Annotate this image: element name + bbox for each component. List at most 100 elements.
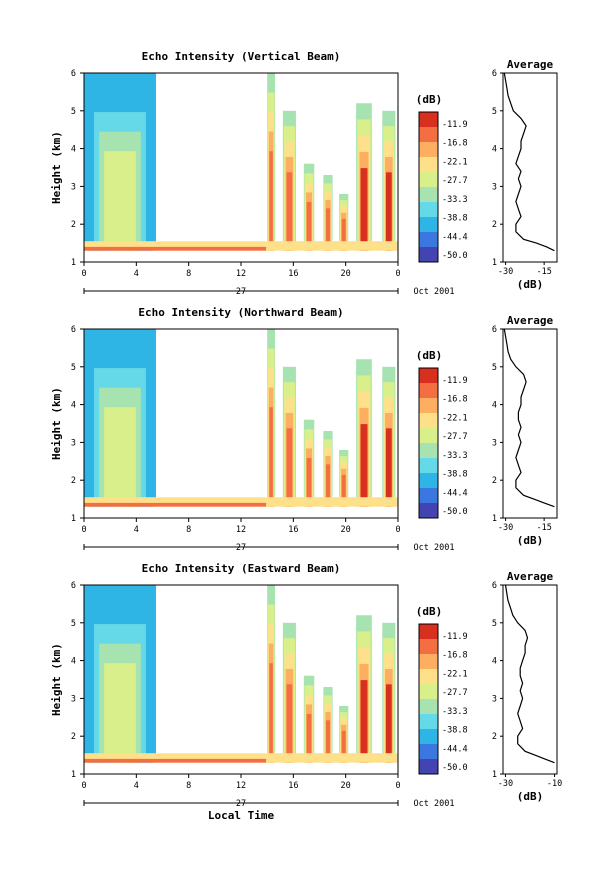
echo-cell (360, 424, 368, 507)
x-tick-label: 8 (186, 525, 191, 535)
echo-cell (286, 428, 293, 507)
average-profile-line (504, 584, 555, 764)
echo-cell (341, 218, 346, 251)
panel-3: Echo Intensity (Eastward Beam)0 4 8 12 16 20 0… (50, 562, 562, 822)
echo-cell (104, 407, 136, 507)
colorbar-swatch (419, 684, 438, 700)
x-axis-label: Local Time (208, 809, 275, 822)
echo-cell (385, 172, 392, 251)
x-tick-label: 0 (395, 269, 400, 279)
y-tick-label: 6 (71, 69, 76, 79)
echo-cell (104, 663, 136, 763)
average-y-tick-label: 6 (492, 325, 497, 335)
echo-cell (84, 497, 398, 507)
average-y-tick-label: 5 (492, 363, 497, 373)
average-frame (502, 72, 558, 263)
colorbar-swatch (419, 473, 438, 489)
echo-cell (306, 201, 312, 251)
colorbar-swatch (419, 232, 438, 248)
y-tick-label: 5 (71, 107, 76, 117)
colorbar-level-label: -33.3 (442, 195, 468, 205)
colorbar-swatch (419, 443, 438, 459)
echo-cell (360, 680, 368, 763)
colorbar-swatch (419, 759, 438, 775)
average-x-tick-label: -30 (498, 523, 513, 533)
echo-field (84, 585, 398, 763)
colorbar-level-label: -50.0 (442, 763, 468, 773)
average-x-tick-label: -30 (498, 267, 513, 277)
x-tick-label: 12 (236, 781, 246, 791)
colorbar-level-label: -22.1 (442, 413, 468, 423)
colorbar-level-label: -11.9 (442, 376, 468, 386)
colorbar-swatch (419, 714, 438, 730)
date-month-label: Oct 2001 (414, 287, 455, 297)
colorbar-level-label: -27.7 (442, 688, 468, 698)
y-tick-label: 3 (71, 438, 76, 448)
average-y-tick-label: 1 (492, 514, 497, 524)
average-x-axis-label: (dB) (517, 790, 544, 803)
colorbar-frame (418, 367, 439, 519)
echo-cell (84, 246, 267, 251)
chart-title: Echo Intensity (Northward Beam) (138, 306, 343, 319)
colorbar-swatch (419, 503, 438, 519)
x-tick-label: 0 (395, 781, 400, 791)
average-y-tick-label: 2 (492, 732, 497, 742)
echo-cell (286, 684, 293, 763)
y-tick-label: 4 (71, 401, 76, 411)
colorbar-level-label: -11.9 (442, 632, 468, 642)
average-title: Average (507, 570, 554, 583)
y-tick-label: 4 (71, 145, 76, 155)
colorbar-level-label: -11.9 (442, 120, 468, 130)
x-tick-label: 20 (341, 269, 351, 279)
y-tick-label: 2 (71, 732, 76, 742)
colorbar-swatch (419, 217, 438, 233)
average-profile-line (503, 328, 555, 508)
colorbar-swatch (419, 413, 438, 429)
x-tick-label: 12 (236, 269, 246, 279)
colorbar-level-label: -38.8 (442, 214, 468, 224)
date-day-label: 27 (236, 287, 246, 297)
y-tick-label: 1 (71, 770, 76, 780)
average-y-tick-label: 5 (492, 107, 497, 117)
date-month-label: Oct 2001 (414, 799, 455, 809)
colorbar-swatch (419, 428, 438, 444)
chart-title: Echo Intensity (Vertical Beam) (142, 50, 341, 63)
colorbar-level-label: -38.8 (442, 726, 468, 736)
echo-cell (325, 464, 331, 507)
colorbar-level-label: -33.3 (442, 707, 468, 717)
y-tick-label: 1 (71, 258, 76, 268)
echo-cell (325, 208, 331, 251)
echo-field (84, 73, 398, 251)
colorbar-swatch (419, 383, 438, 399)
x-tick-label: 8 (186, 781, 191, 791)
colorbar-level-label: -16.8 (442, 139, 468, 149)
average-y-tick-label: 1 (492, 770, 497, 780)
average-x-axis-label: (dB) (517, 534, 544, 547)
average-y-tick-label: 2 (492, 220, 497, 230)
average-x-tick-label: -15 (536, 267, 551, 277)
echo-cell (306, 457, 312, 507)
colorbar-unit: (dB) (416, 349, 443, 362)
average-y-tick-label: 2 (492, 476, 497, 486)
colorbar-level-label: -33.3 (442, 451, 468, 461)
echo-cell (269, 407, 273, 507)
colorbar-swatch (419, 157, 438, 173)
colorbar-swatch (419, 112, 438, 128)
y-tick-label: 2 (71, 220, 76, 230)
colorbar-level-label: -44.4 (442, 488, 468, 498)
average-y-tick-label: 4 (492, 657, 497, 667)
colorbar-unit: (dB) (416, 93, 443, 106)
colorbar-swatch (419, 729, 438, 745)
average-y-tick-label: 5 (492, 619, 497, 629)
colorbar-level-label: -16.8 (442, 395, 468, 405)
y-tick-label: 3 (71, 182, 76, 192)
average-y-tick-label: 4 (492, 401, 497, 411)
colorbar-swatch (419, 458, 438, 474)
echo-cell (341, 730, 346, 763)
colorbar-swatch (419, 202, 438, 218)
y-tick-label: 2 (71, 476, 76, 486)
date-day-label: 27 (236, 543, 246, 553)
echo-cell (341, 474, 346, 507)
echo-cell (306, 713, 312, 763)
